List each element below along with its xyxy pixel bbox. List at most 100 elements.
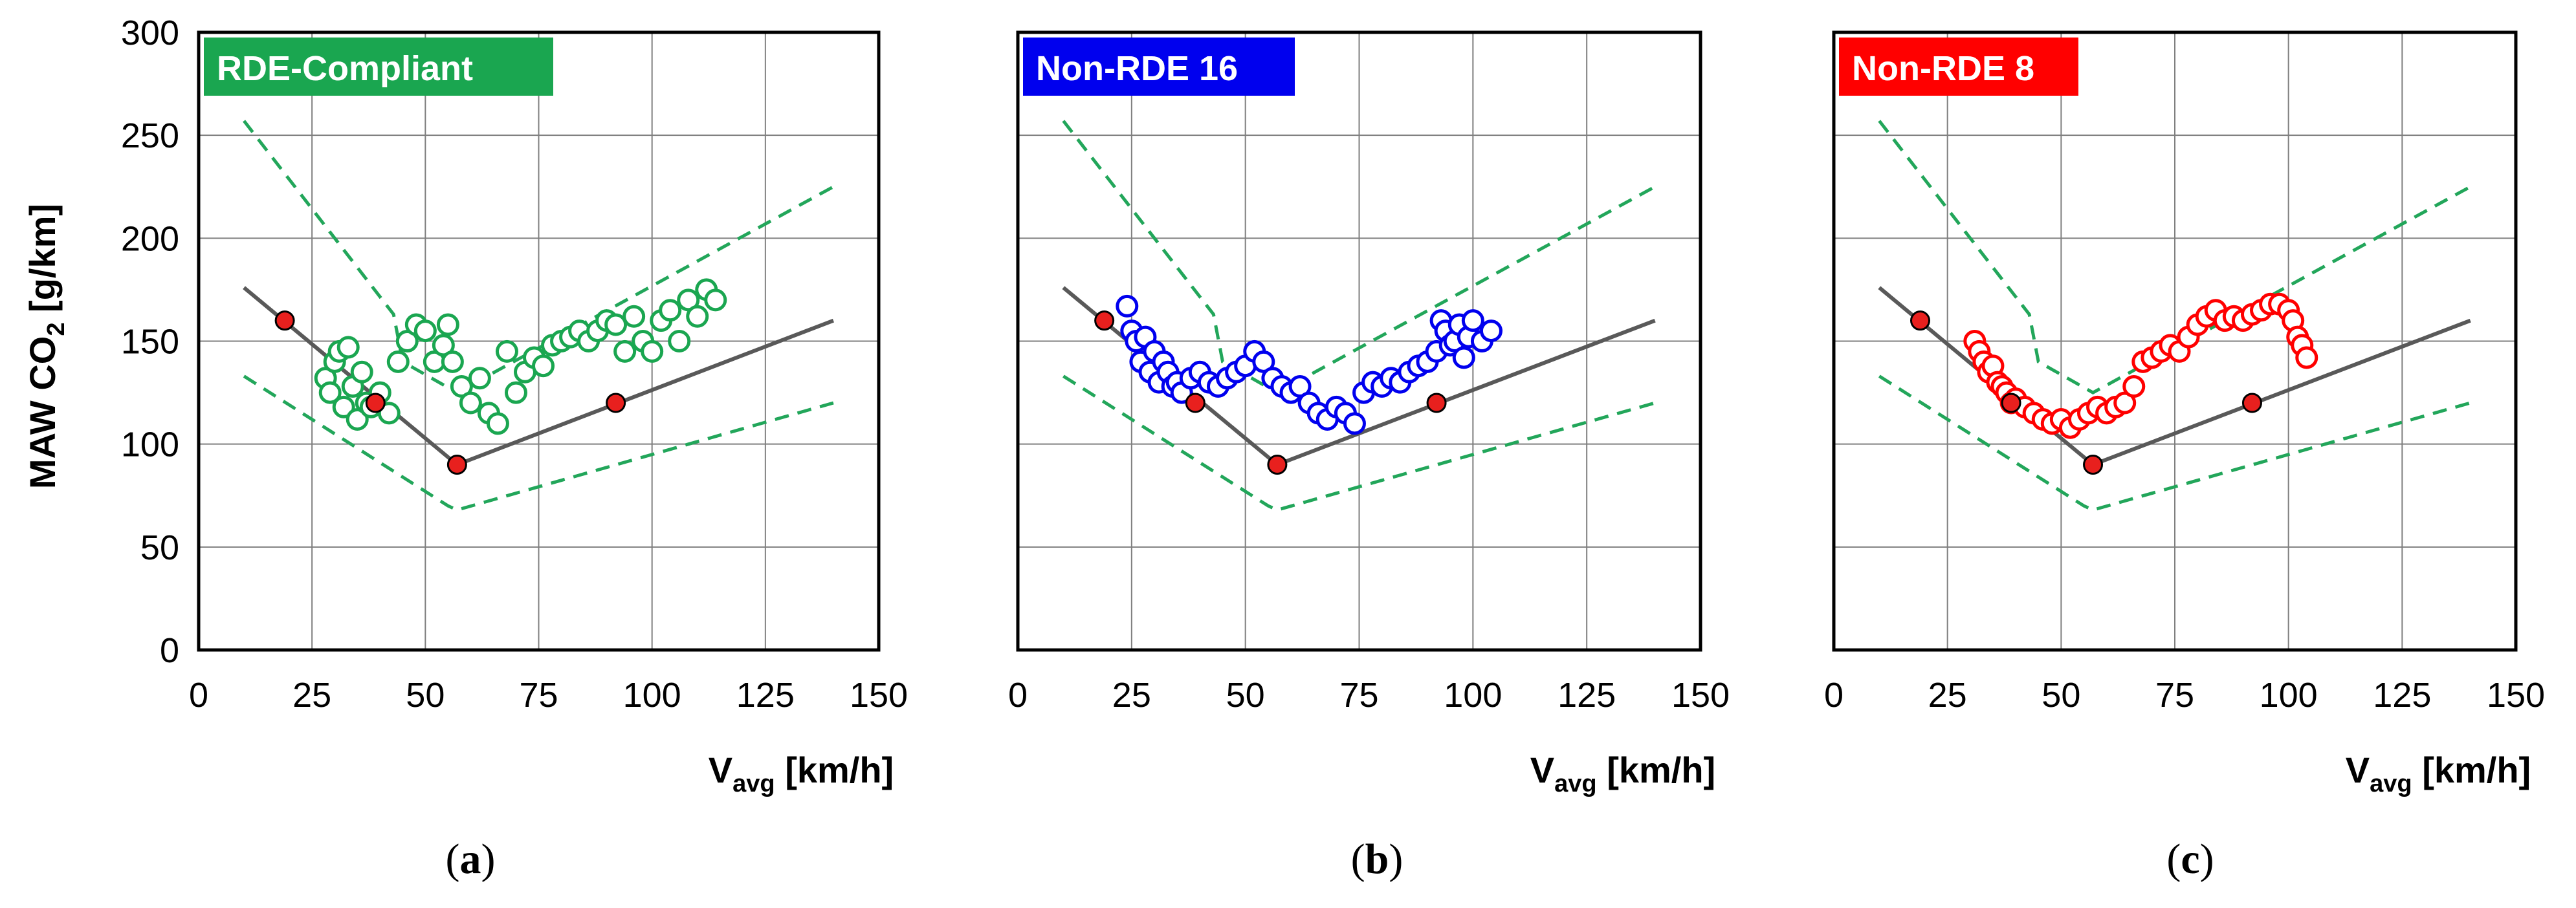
measured-point <box>686 305 709 328</box>
measured-point <box>2113 391 2137 415</box>
reference-point <box>1426 393 1447 413</box>
caption-open-paren: ( <box>2166 836 2181 883</box>
reference-point <box>446 455 467 475</box>
x-axis-title: Vavg [km/h] <box>709 750 894 797</box>
caption-close-paren: ) <box>2200 836 2214 883</box>
reference-point <box>365 393 386 413</box>
upper-tolerance-boundary <box>1062 120 1656 395</box>
x-tick-label: 0 <box>1008 676 1028 715</box>
reference-point <box>2001 393 2021 413</box>
panel-caption: (c) <box>2166 836 2214 883</box>
x-tick-label: 150 <box>1671 676 1730 715</box>
x-tick-label: 50 <box>1226 676 1265 715</box>
panel-b: Non-RDE 16 0 25 50 75 100 125 150 Vavg [km/h] (b) <box>1008 30 1730 883</box>
series-badge-label: Non-RDE 8 <box>1852 49 2034 88</box>
caption-letter: b <box>1365 836 1389 883</box>
measured-point <box>1452 346 1475 369</box>
x-axis-title-subscript: avg <box>732 770 775 797</box>
measured-point <box>386 350 410 373</box>
x-axis-title: Vavg [km/h] <box>2346 750 2531 797</box>
x-tick-label: 150 <box>850 676 908 715</box>
series-badge <box>1023 38 1295 96</box>
measured-point <box>1252 350 1275 373</box>
panel-caption: (a) <box>446 836 496 883</box>
measured-point <box>668 330 691 352</box>
x-axis-title-unit: [km/h] <box>1597 750 1716 790</box>
x-tick-label: 75 <box>1339 676 1378 715</box>
x-axis-title-unit: [km/h] <box>775 750 894 790</box>
x-tick-label: 150 <box>2487 676 2545 715</box>
measured-point <box>504 381 527 404</box>
y-tick-label: 0 <box>160 631 179 670</box>
x-tick-label: 100 <box>2260 676 2318 715</box>
reference-point <box>2083 455 2104 475</box>
series-badge-label: RDE-Compliant <box>217 49 473 88</box>
x-tick-label: 75 <box>519 676 558 715</box>
x-tick-label: 125 <box>2373 676 2431 715</box>
panel-c: Non-RDE 8 0 25 50 75 100 125 150 Vavg [km/h] (c) <box>1824 30 2545 883</box>
measured-point <box>336 336 360 359</box>
y-axis-title-unit: [g/km] <box>22 204 63 323</box>
measured-point <box>622 305 646 328</box>
measured-point <box>468 367 491 390</box>
measured-point <box>441 350 464 373</box>
measured-point <box>377 402 401 425</box>
y-tick-label: 150 <box>121 323 179 362</box>
y-tick-label: 200 <box>121 219 179 258</box>
reference-point <box>606 393 626 413</box>
measured-point <box>641 340 664 363</box>
series-badge <box>1839 38 2078 96</box>
series-badge <box>204 38 553 96</box>
x-axis-title-subscript: avg <box>1554 770 1596 797</box>
x-axis-title-main: V <box>709 750 732 790</box>
x-tick-label: 25 <box>1112 676 1151 715</box>
measured-point <box>1288 375 1312 398</box>
panel-a: RDE-Compliant 0 25 50 75 100 125 150 0 50 100 150 20… <box>22 14 908 883</box>
x-axis-title-subscript: avg <box>2370 770 2412 797</box>
x-tick-label: 125 <box>736 676 795 715</box>
reference-point <box>1185 393 1205 413</box>
reference-point <box>2241 393 2262 413</box>
reference-point <box>1910 310 1931 331</box>
measured-point <box>532 354 555 378</box>
reference-point <box>1094 310 1115 331</box>
x-axis-title-main: V <box>1530 750 1554 790</box>
measured-point <box>459 391 482 415</box>
lower-tolerance-boundary <box>243 374 834 512</box>
lower-tolerance-boundary <box>1062 374 1656 512</box>
measured-point <box>2295 346 2318 369</box>
measured-point <box>413 319 437 343</box>
plot-frame <box>1832 30 2518 652</box>
plot-frame <box>1016 30 1702 652</box>
caption-letter: a <box>460 836 481 883</box>
measured-point <box>318 381 342 404</box>
measured-point <box>350 360 373 384</box>
caption-close-paren: ) <box>481 836 496 883</box>
caption-open-paren: ( <box>1351 836 1365 883</box>
measured-point <box>495 340 518 363</box>
measured-point <box>1116 294 1139 318</box>
x-tick-label: 125 <box>1558 676 1616 715</box>
caption-close-paren: ) <box>1389 836 1403 883</box>
panel-caption: (b) <box>1351 836 1404 883</box>
measured-point <box>436 313 459 336</box>
measured-point <box>613 340 637 363</box>
y-tick-label: 300 <box>121 14 179 52</box>
x-tick-label: 0 <box>189 676 208 715</box>
measured-point <box>604 313 628 336</box>
x-tick-label: 50 <box>2042 676 2080 715</box>
reference-point <box>1267 455 1288 475</box>
measured-point <box>1461 309 1484 332</box>
y-tick-label: 100 <box>121 426 179 464</box>
x-tick-label: 75 <box>2155 676 2194 715</box>
series-badge-label: Non-RDE 16 <box>1036 49 1238 88</box>
x-axis-title: Vavg [km/h] <box>1530 750 1715 797</box>
plot-frame <box>197 30 881 652</box>
measured-point <box>1479 319 1503 343</box>
caption-open-paren: ( <box>446 836 460 883</box>
x-tick-label: 50 <box>406 676 445 715</box>
measured-point <box>1343 412 1366 435</box>
measured-point <box>704 288 727 312</box>
y-tick-label: 250 <box>121 116 179 155</box>
